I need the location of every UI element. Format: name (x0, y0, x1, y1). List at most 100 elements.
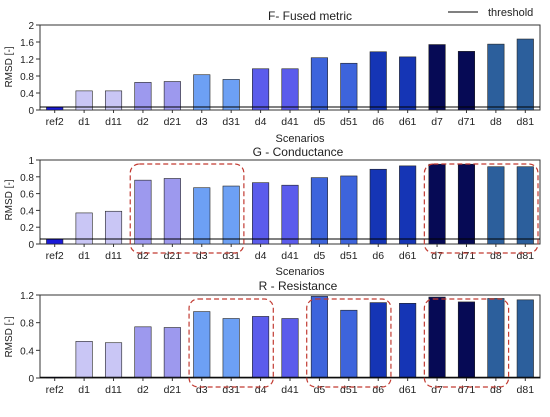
x-tick-label: d1 (78, 116, 90, 128)
x-tick-label: d21 (164, 384, 182, 396)
x-tick-label: d8 (490, 250, 502, 262)
bar-d7 (428, 44, 446, 111)
x-tick-label: d1 (78, 250, 90, 262)
x-tick-label: d1 (78, 384, 90, 396)
bar-d6 (369, 168, 387, 245)
x-tick-label: d21 (164, 250, 182, 262)
panel-fused-metric: F- Fused metric RMSD [-] Scenarios 00.40… (4, 9, 541, 145)
bar-d61 (399, 56, 417, 111)
y-tick-label: 2 (28, 21, 34, 32)
y-tick-label: 0.8 (20, 72, 34, 83)
bar-d61 (399, 302, 417, 379)
y-tick-label: 1 (28, 156, 34, 167)
x-tick-label: d2 (137, 384, 149, 396)
x-tick-label: d11 (105, 384, 122, 396)
bar-d31 (222, 79, 240, 111)
bar-d2 (134, 82, 152, 111)
x-tick-label: d11 (105, 250, 122, 262)
x-tick-label: d81 (517, 116, 535, 128)
chart-title: G - Conductance (253, 145, 344, 159)
x-tick-label: d5 (314, 116, 326, 128)
x-tick-label: d61 (399, 116, 417, 128)
bar-d2 (134, 179, 152, 245)
x-tick-label: d81 (517, 384, 535, 396)
bar-d41 (281, 184, 299, 245)
plot-area: 0 0.2 0.4 0.6 0.8 1 ref2 d1 d11 d2 d21 d3 d31 d4 d41 d5… (20, 156, 541, 262)
y-tick-label: 0.6 (20, 190, 34, 201)
y-tick-label: 0 (28, 374, 34, 385)
panel-conductance: G - Conductance RMSD [-] Scenarios 00.20… (4, 145, 541, 278)
bar-d31 (222, 318, 240, 379)
plot-area: 0 0.4 0.8 1.2 1.6 2 ref2 d1 d11 d2 d21 d3 d31 d4 d41 d5… (20, 21, 541, 128)
x-tick-label: ref2 (46, 384, 64, 396)
bar-d5 (310, 177, 328, 245)
x-tick-label: d4 (255, 384, 267, 396)
x-tick-label: d3 (196, 250, 208, 262)
y-tick-label: 0.4 (20, 206, 34, 217)
y-tick-label: 0 (28, 106, 34, 117)
x-tick-label: d51 (340, 250, 358, 262)
x-axis-label: Scenarios (276, 266, 325, 278)
bar-d51 (340, 309, 358, 379)
plot-area: 0 0.4 0.8 1.2 ref2 d1 d11 d2 d21 d3 d31 d4 d41 d5 d51 d… (20, 291, 541, 396)
x-tick-label: d41 (281, 116, 299, 128)
x-tick-label: d7 (431, 384, 443, 396)
x-tick-label: d31 (222, 250, 240, 262)
bar-d71 (457, 163, 476, 245)
x-tick-label: d2 (137, 250, 149, 262)
y-tick-label: 0.8 (20, 319, 34, 330)
y-tick-label: 0.4 (20, 346, 34, 357)
x-tick-label: d71 (458, 384, 476, 396)
bar-d21 (163, 327, 181, 379)
bar-d5 (310, 296, 328, 379)
highlight-box (423, 163, 539, 254)
bar-d3 (193, 187, 211, 245)
highlight-box (423, 298, 510, 388)
x-tick-label: d71 (458, 116, 476, 128)
y-tick-label: 0.4 (20, 89, 34, 100)
chart-title: F- Fused metric (268, 9, 352, 23)
bar-d3 (193, 74, 211, 111)
bar-d3 (193, 311, 211, 379)
y-axis-label: RMSD [-] (4, 46, 15, 87)
x-tick-label: d4 (255, 116, 267, 128)
x-tick-label: d6 (372, 384, 384, 396)
x-tick-label: d51 (340, 384, 358, 396)
y-axis-label: RMSD [-] (4, 179, 15, 220)
y-tick-label: 0.8 (20, 173, 34, 184)
bar-d8 (487, 298, 505, 379)
bar-d71 (457, 51, 476, 111)
y-axis-label: RMSD [-] (4, 316, 15, 357)
bar-d8 (487, 43, 505, 111)
x-tick-label: d31 (222, 116, 240, 128)
bar-ref2 (46, 238, 64, 245)
legend-threshold-label: threshold (488, 7, 533, 19)
bar-d21 (163, 178, 181, 245)
x-tick-label: d41 (281, 250, 299, 262)
x-tick-label: d61 (399, 250, 417, 262)
x-tick-label: ref2 (46, 250, 64, 262)
bar-d61 (399, 165, 417, 245)
bar-d4 (252, 316, 270, 379)
x-tick-label: d71 (458, 250, 476, 262)
x-tick-label: d7 (431, 116, 443, 128)
x-tick-label: d51 (340, 116, 358, 128)
panel-resistance: R - Resistance RMSD [-] 0 0.4 0.8 1.2 ref2 d1… (4, 279, 541, 396)
y-tick-label: 1.2 (20, 291, 34, 302)
x-tick-label: d6 (372, 116, 384, 128)
legend: threshold (448, 7, 533, 19)
bar-d51 (340, 175, 358, 245)
bar-d41 (281, 318, 299, 379)
x-tick-label: d11 (105, 116, 122, 128)
x-tick-label: d3 (196, 116, 208, 128)
x-tick-label: d5 (314, 250, 326, 262)
bar-d2 (134, 326, 152, 379)
x-tick-label: d2 (137, 116, 149, 128)
y-tick-label: 0 (28, 240, 34, 251)
bar-d4 (252, 182, 270, 245)
bar-d21 (163, 81, 181, 111)
bar-d81 (516, 299, 534, 379)
x-tick-label: d81 (517, 250, 535, 262)
bar-d7 (428, 163, 446, 245)
